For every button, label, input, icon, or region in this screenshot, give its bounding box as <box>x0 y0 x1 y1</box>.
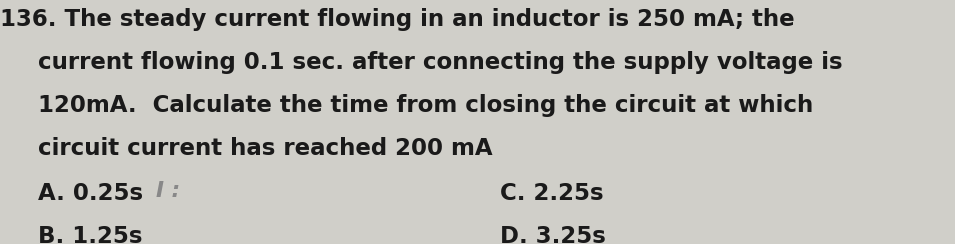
Text: A. 0.25s: A. 0.25s <box>38 182 143 205</box>
Text: circuit current has reached 200 mA: circuit current has reached 200 mA <box>38 137 493 160</box>
Text: I :: I : <box>156 181 180 201</box>
Text: 120mA.  Calculate the time from closing the circuit at which: 120mA. Calculate the time from closing t… <box>38 94 814 117</box>
Text: current flowing 0.1 sec. after connecting the supply voltage is: current flowing 0.1 sec. after connectin… <box>38 51 842 74</box>
Text: D. 3.25s: D. 3.25s <box>500 225 605 244</box>
Text: 136. The steady current flowing in an inductor is 250 mA; the: 136. The steady current flowing in an in… <box>0 8 795 31</box>
Text: C. 2.25s: C. 2.25s <box>500 182 604 205</box>
Text: B. 1.25s: B. 1.25s <box>38 225 142 244</box>
